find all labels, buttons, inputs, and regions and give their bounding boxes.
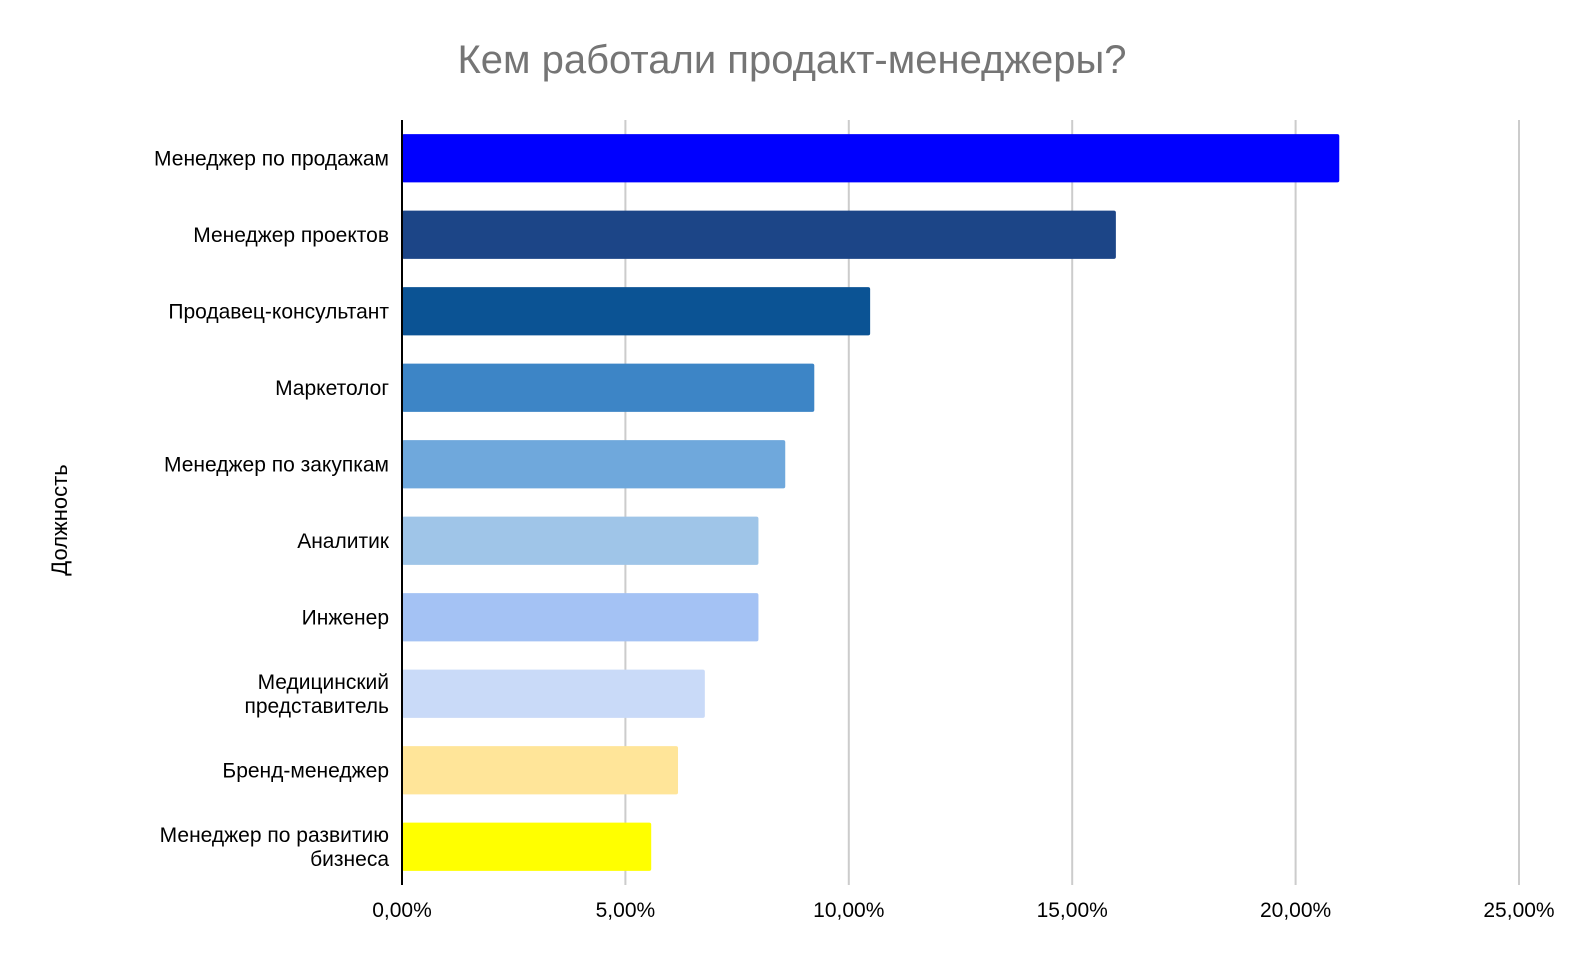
x-tick-label: 15,00% (1037, 899, 1108, 922)
category-label: Менеджер по продажам (154, 147, 389, 170)
bar (402, 210, 1116, 259)
bar (402, 593, 759, 642)
category-label: Бренд-менеджер (222, 759, 389, 782)
x-tick-label: 0,00% (372, 899, 432, 922)
chart-title: Кем работали продакт-менеджеры? (457, 38, 1127, 82)
category-label: Менеджер по развитию бизнеса (160, 824, 390, 871)
bar (402, 134, 1340, 183)
bar (402, 822, 652, 871)
category-label: Менеджер по закупкам (164, 453, 389, 476)
bar (402, 287, 871, 336)
x-tick-label: 25,00% (1483, 899, 1554, 922)
x-tick-label: 10,00% (813, 899, 884, 922)
x-tick-label: 5,00% (596, 899, 656, 922)
category-label: Аналитик (297, 530, 390, 553)
bar (402, 516, 759, 565)
bar (402, 363, 815, 412)
bar (402, 746, 679, 795)
bar (402, 669, 705, 718)
category-label: Медицинский представитель (244, 671, 389, 718)
category-label: Маркетолог (275, 377, 389, 400)
x-tick-label: 20,00% (1260, 899, 1331, 922)
category-label: Менеджер проектов (193, 224, 389, 247)
category-label: Инженер (302, 606, 389, 629)
bar (402, 440, 786, 489)
category-label: Продавец-консультант (168, 300, 389, 323)
